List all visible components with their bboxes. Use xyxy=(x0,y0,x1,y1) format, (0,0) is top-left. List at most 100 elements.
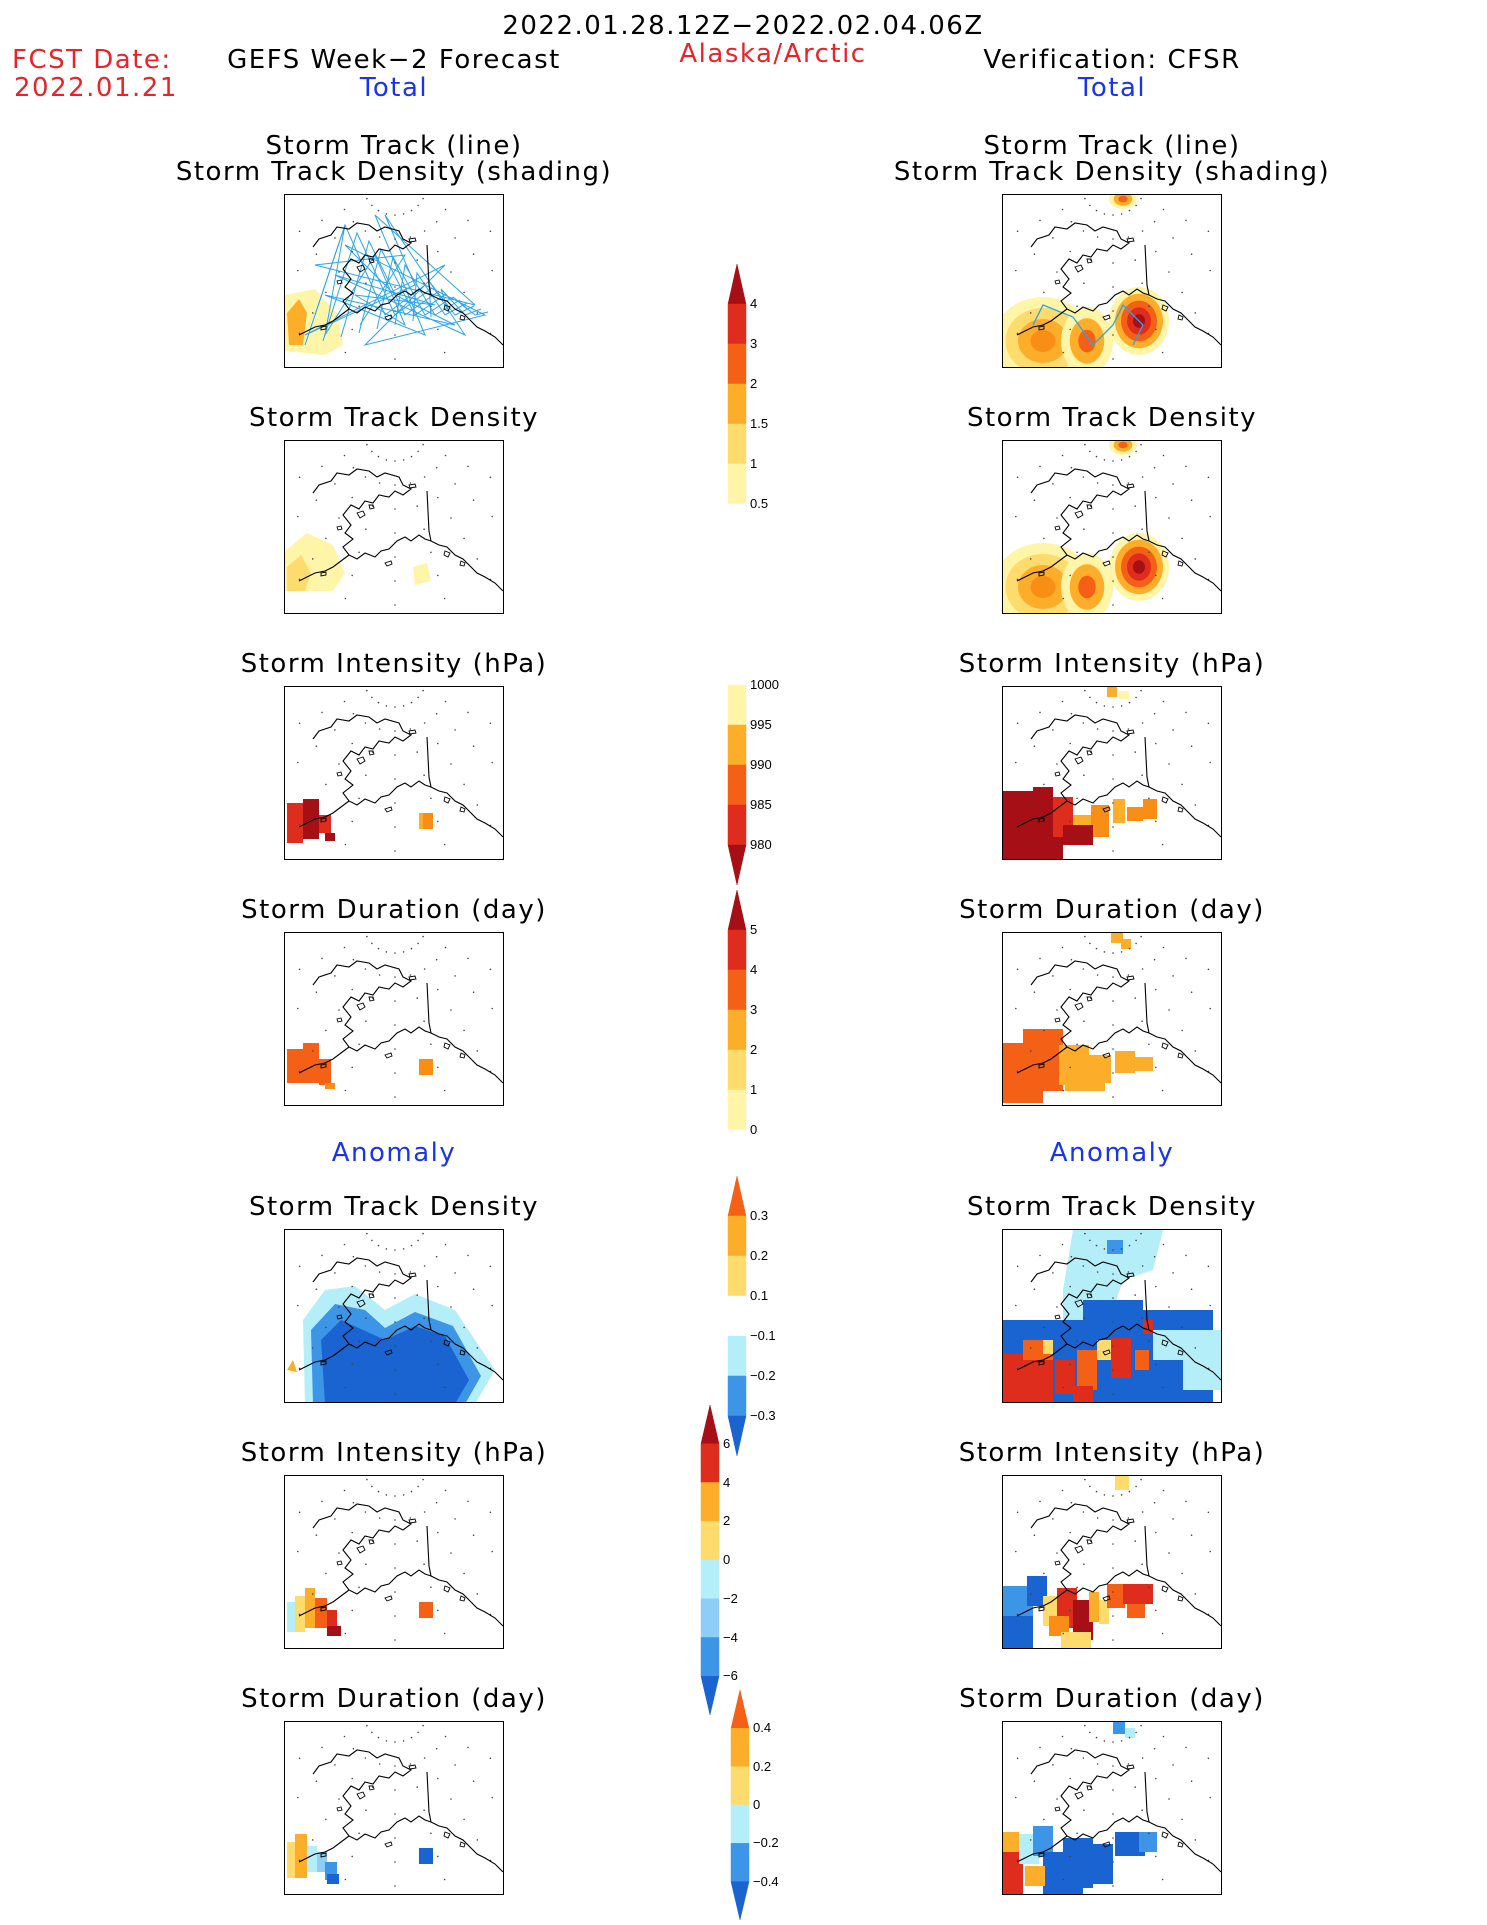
colorbar-tick-label: 5 xyxy=(750,922,758,937)
grid-cell xyxy=(1061,1632,1091,1648)
shading-area xyxy=(413,563,431,585)
grid-cell xyxy=(419,1602,433,1618)
grid-cell xyxy=(1003,1616,1033,1648)
colorbar-tick-label: 1 xyxy=(750,456,758,471)
island-outline xyxy=(336,1017,343,1023)
coastline xyxy=(312,222,503,346)
colorbar-segment xyxy=(700,1676,720,1715)
coastline xyxy=(1030,714,1221,838)
map-density-verification xyxy=(1002,440,1222,614)
grid-cell xyxy=(287,1049,303,1083)
grid-cell xyxy=(1127,1604,1145,1618)
island-outline xyxy=(336,279,343,285)
island-outline xyxy=(443,304,451,312)
island-outline xyxy=(356,1299,366,1308)
map-density-anomaly-forecast xyxy=(284,1229,504,1403)
colorbar-segment xyxy=(727,1255,747,1297)
grid-cell xyxy=(1025,1866,1045,1886)
latlon-grid-dots xyxy=(297,1478,493,1641)
island-outline xyxy=(1038,1063,1045,1069)
grid-cell xyxy=(1097,1340,1111,1360)
colorbar-intensity-total: 1000 995 990 985 980 xyxy=(722,645,802,885)
island-outline xyxy=(1086,1293,1093,1299)
colorbar-segment xyxy=(730,1843,750,1882)
grid-cell xyxy=(419,1848,433,1864)
latlon-grid-dots xyxy=(1015,1232,1211,1395)
verification-column-title: Verification: CFSR xyxy=(983,45,1241,75)
grid-cell xyxy=(1127,807,1143,821)
colorbar-segment xyxy=(700,1637,720,1677)
grid-cell xyxy=(1065,1077,1105,1091)
grid-cell xyxy=(1003,1354,1053,1402)
aleutian-coastline xyxy=(298,1589,350,1617)
grid-cell xyxy=(1003,1083,1043,1103)
storm-track-line xyxy=(1032,303,1144,347)
island-outline xyxy=(459,1052,466,1059)
island-outline xyxy=(1177,314,1184,321)
grid-cell xyxy=(1063,1838,1093,1888)
grid-cell xyxy=(1143,799,1157,819)
coastline xyxy=(312,1503,503,1627)
island-outline xyxy=(320,1606,327,1612)
colorbar-segment xyxy=(727,1335,747,1377)
island-outline xyxy=(1074,1791,1084,1800)
colorbar-duration-anom xyxy=(730,1690,750,1920)
border-line xyxy=(426,490,432,542)
title-duration-right: Storm Duration (day) xyxy=(959,895,1265,925)
coastline xyxy=(312,468,503,592)
island-outline xyxy=(336,525,343,531)
title-intensity-anom-right: Storm Intensity (hPa) xyxy=(958,1438,1266,1468)
grid-cell xyxy=(1077,1350,1097,1390)
colorbar-tick-label: −6 xyxy=(723,1668,738,1683)
colorbar-tick-label: 6 xyxy=(723,1436,731,1451)
island-outline xyxy=(1126,1272,1135,1278)
colorbar-tick-label: 0 xyxy=(753,1797,761,1812)
colorbar-segment xyxy=(727,645,747,686)
island-outline xyxy=(320,1360,327,1366)
border-line xyxy=(426,982,432,1034)
forecast-column-title: GEFS Week−2 Forecast xyxy=(227,45,561,75)
latlon-grid-dots xyxy=(297,197,493,360)
colorbar-segment xyxy=(727,1176,747,1217)
border-line xyxy=(1144,490,1150,542)
grid-cell xyxy=(1119,691,1129,699)
colorbar-tick-label: 0.2 xyxy=(753,1759,772,1774)
island-outline xyxy=(459,560,466,567)
island-outline xyxy=(408,1518,417,1524)
period-title: 2022.01.28.12Z−2022.02.04.06Z xyxy=(502,11,984,41)
storm-track-line xyxy=(452,296,489,316)
island-outline xyxy=(459,1349,466,1356)
colorbar-segment xyxy=(727,1129,747,1170)
colorbar-tick-label: 995 xyxy=(750,717,772,732)
island-outline xyxy=(336,1314,343,1320)
island-outline xyxy=(356,1002,366,1011)
grid-cell xyxy=(325,1083,335,1089)
island-outline xyxy=(443,1042,451,1050)
grid-cell xyxy=(1091,805,1109,837)
island-outline xyxy=(1102,1595,1111,1602)
title-intensity-anom-left: Storm Intensity (hPa) xyxy=(240,1438,548,1468)
map-duration-verification xyxy=(1002,932,1222,1106)
grid-cell xyxy=(1027,1576,1047,1606)
colorbar-tick-label: 0.5 xyxy=(750,496,769,511)
border-line xyxy=(426,736,432,788)
island-outline xyxy=(1102,560,1111,567)
title-duration-anom-right: Storm Duration (day) xyxy=(959,1684,1265,1714)
grid-cell xyxy=(305,1588,315,1628)
grid-cell xyxy=(319,1059,331,1085)
island-outline xyxy=(408,1272,417,1278)
grid-cell xyxy=(287,803,303,823)
island-outline xyxy=(1161,796,1169,804)
shading-contour xyxy=(1118,195,1128,203)
colorbar-density-anomaly: 0.3 0.2 0.1 −0.1 −0.2 −0.3 xyxy=(722,1176,802,1456)
latlon-grid-dots xyxy=(297,443,493,606)
grid-cell xyxy=(1107,1240,1123,1254)
grid-cell xyxy=(1125,1728,1135,1738)
latlon-grid-dots xyxy=(1015,1724,1211,1887)
colorbar-tick-label: −0.1 xyxy=(750,1328,776,1343)
grid-cell xyxy=(287,1842,297,1878)
island-outline xyxy=(1086,1785,1093,1791)
shading-contour xyxy=(1078,329,1096,353)
border-line xyxy=(1144,736,1150,788)
storm-track-line xyxy=(340,239,440,338)
